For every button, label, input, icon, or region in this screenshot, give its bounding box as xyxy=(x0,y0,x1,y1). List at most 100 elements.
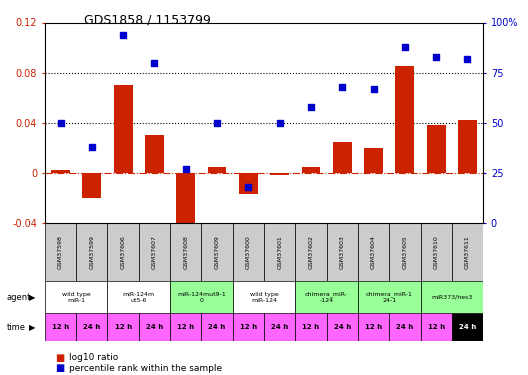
Bar xyxy=(201,223,233,281)
Bar xyxy=(170,313,201,341)
Text: agent: agent xyxy=(6,292,31,302)
Bar xyxy=(358,223,389,281)
Point xyxy=(432,54,440,60)
Bar xyxy=(364,148,383,173)
Text: 12 h: 12 h xyxy=(52,324,69,330)
Text: chimera_miR-
-124: chimera_miR- -124 xyxy=(305,291,348,303)
Bar xyxy=(201,313,233,341)
Bar xyxy=(170,223,201,281)
Bar xyxy=(76,313,108,341)
Text: ■: ■ xyxy=(55,363,65,374)
Bar xyxy=(327,223,358,281)
Text: GSM37602: GSM37602 xyxy=(308,235,314,269)
Text: GSM37611: GSM37611 xyxy=(465,236,470,269)
Text: 24 h: 24 h xyxy=(396,324,413,330)
Text: GSM37599: GSM37599 xyxy=(89,235,95,269)
Bar xyxy=(333,142,352,173)
Text: GDS1858 / 1153799: GDS1858 / 1153799 xyxy=(84,13,211,26)
Bar xyxy=(170,281,233,313)
Bar xyxy=(295,313,327,341)
Text: wild type
miR-124: wild type miR-124 xyxy=(250,292,278,303)
Bar xyxy=(264,223,295,281)
Bar xyxy=(233,223,264,281)
Bar xyxy=(114,85,133,173)
Text: 24 h: 24 h xyxy=(83,324,100,330)
Point xyxy=(56,120,65,126)
Point xyxy=(338,84,346,90)
Text: GSM37605: GSM37605 xyxy=(402,236,408,269)
Point xyxy=(213,120,221,126)
Bar xyxy=(76,223,108,281)
Point xyxy=(150,60,158,66)
Point xyxy=(370,86,378,92)
Bar xyxy=(51,171,70,173)
Text: ■: ■ xyxy=(55,353,65,363)
Bar xyxy=(389,223,420,281)
Bar xyxy=(45,223,76,281)
Bar xyxy=(139,313,170,341)
Text: GSM37600: GSM37600 xyxy=(246,236,251,269)
Text: 24 h: 24 h xyxy=(209,324,225,330)
Bar xyxy=(301,167,320,173)
Text: 12 h: 12 h xyxy=(428,324,445,330)
Text: percentile rank within the sample: percentile rank within the sample xyxy=(69,364,222,373)
Text: 24 h: 24 h xyxy=(271,324,288,330)
Bar xyxy=(139,223,170,281)
Bar xyxy=(358,313,389,341)
Text: chimera_miR-1
24-1: chimera_miR-1 24-1 xyxy=(366,291,413,303)
Point xyxy=(463,56,472,62)
Bar xyxy=(233,313,264,341)
Point xyxy=(88,144,96,150)
Text: GSM37607: GSM37607 xyxy=(152,235,157,269)
Bar xyxy=(358,281,420,313)
Bar xyxy=(45,313,76,341)
Text: 24 h: 24 h xyxy=(146,324,163,330)
Text: time: time xyxy=(6,322,25,332)
Text: GSM37601: GSM37601 xyxy=(277,236,282,269)
Bar xyxy=(233,281,295,313)
Bar xyxy=(208,167,227,173)
Bar xyxy=(420,281,483,313)
Text: 12 h: 12 h xyxy=(115,324,131,330)
Text: GSM37608: GSM37608 xyxy=(183,236,188,269)
Bar xyxy=(452,223,483,281)
Bar xyxy=(239,173,258,194)
Text: GSM37604: GSM37604 xyxy=(371,235,376,269)
Text: ▶: ▶ xyxy=(29,322,35,332)
Bar xyxy=(264,313,295,341)
Bar xyxy=(452,313,483,341)
Text: 24 h: 24 h xyxy=(459,324,476,330)
Bar xyxy=(108,223,139,281)
Text: miR373/hes3: miR373/hes3 xyxy=(431,295,473,300)
Text: wild type
miR-1: wild type miR-1 xyxy=(62,292,91,303)
Text: miR-124m
ut5-6: miR-124m ut5-6 xyxy=(122,292,155,303)
Bar xyxy=(270,173,289,176)
Text: miR-124mut9-1
0: miR-124mut9-1 0 xyxy=(177,292,226,303)
Bar xyxy=(145,135,164,173)
Bar xyxy=(327,313,358,341)
Bar xyxy=(108,313,139,341)
Text: 24 h: 24 h xyxy=(334,324,351,330)
Bar xyxy=(458,120,477,173)
Point xyxy=(401,44,409,50)
Bar xyxy=(420,223,452,281)
Text: 12 h: 12 h xyxy=(303,324,319,330)
Text: 12 h: 12 h xyxy=(365,324,382,330)
Text: GSM37606: GSM37606 xyxy=(120,236,126,269)
Text: GSM37603: GSM37603 xyxy=(340,235,345,269)
Text: GSM37609: GSM37609 xyxy=(214,235,220,269)
Bar xyxy=(82,173,101,198)
Point xyxy=(119,32,127,38)
Bar xyxy=(389,313,420,341)
Bar xyxy=(108,281,170,313)
Point xyxy=(307,104,315,110)
Text: GSM37610: GSM37610 xyxy=(433,236,439,269)
Point xyxy=(244,184,252,190)
Bar xyxy=(176,173,195,242)
Point xyxy=(276,120,284,126)
Text: log10 ratio: log10 ratio xyxy=(69,353,118,362)
Bar xyxy=(420,313,452,341)
Bar xyxy=(295,223,327,281)
Bar xyxy=(45,281,108,313)
Bar xyxy=(427,125,446,173)
